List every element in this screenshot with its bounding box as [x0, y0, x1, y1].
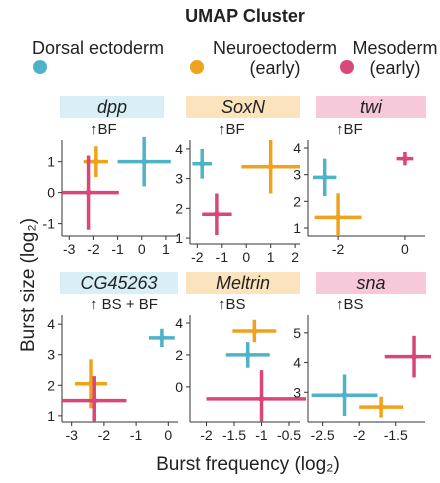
- y-tick-label: 3: [293, 384, 301, 400]
- y-tick-label: 1: [293, 220, 301, 236]
- point: [158, 334, 165, 341]
- x-tick-label: 0: [138, 241, 146, 257]
- annotation: ↑BS: [218, 296, 246, 313]
- x-tick-label: -2.5: [311, 427, 335, 443]
- point: [92, 158, 99, 165]
- annotation: ↑BF: [218, 121, 245, 138]
- point: [141, 158, 148, 165]
- panel-title: dpp: [97, 97, 127, 117]
- x-tick-label: -2: [87, 241, 100, 257]
- point: [341, 392, 348, 399]
- y-tick-label: 0: [175, 379, 183, 395]
- annotation: ↑BF: [90, 121, 117, 138]
- y-tick-label: 4: [175, 315, 183, 331]
- panel-title-bg: [60, 96, 164, 118]
- point: [321, 174, 328, 181]
- legend-marker: [33, 60, 47, 74]
- point: [267, 163, 274, 170]
- x-tick-label: -3: [63, 241, 76, 257]
- annotation: ↑ BS + BF: [90, 296, 158, 313]
- x-tick-label: -2: [332, 241, 345, 257]
- legend-title: UMAP Cluster: [185, 6, 305, 26]
- x-tick-label: 2: [291, 249, 299, 265]
- point: [258, 395, 265, 402]
- panel-title-bg: [60, 272, 178, 294]
- legend-label: Neuroectoderm (early): [212, 38, 338, 78]
- x-tick-label: -3: [65, 427, 78, 443]
- point: [244, 351, 251, 358]
- legend-label: Mesoderm (early): [352, 38, 438, 78]
- point: [378, 404, 385, 411]
- y-tick-label: 2: [47, 377, 55, 393]
- y-tick-label: 3: [47, 347, 55, 363]
- point: [401, 155, 408, 162]
- y-tick-label: 1: [47, 154, 55, 170]
- x-tick-label: 0: [401, 241, 409, 257]
- x-axis-label: Burst frequency (log₂): [156, 454, 340, 475]
- x-tick-label: -2: [353, 427, 366, 443]
- y-tick-label: 1: [175, 230, 183, 246]
- y-tick-label: 4: [293, 355, 301, 371]
- x-tick-label: 0: [164, 427, 172, 443]
- panel-title: twi: [360, 97, 383, 117]
- point: [213, 211, 220, 218]
- x-tick-label: -1: [255, 427, 268, 443]
- panel-title: Meltrin: [216, 273, 270, 293]
- x-tick-label: 0: [242, 249, 250, 265]
- x-tick-label: -1.5: [384, 427, 408, 443]
- point: [251, 327, 258, 334]
- x-tick-label: -1: [111, 241, 124, 257]
- x-tick-label: -2: [200, 427, 213, 443]
- point: [199, 160, 206, 167]
- y-tick-label: 2: [175, 200, 183, 216]
- y-tick-label: 1: [47, 408, 55, 424]
- y-tick-label: 3: [293, 167, 301, 183]
- x-tick-label: -2: [191, 249, 204, 265]
- x-tick-label: -2: [98, 427, 111, 443]
- panel-title-bg: [186, 272, 300, 294]
- panel-title: CG45263: [80, 273, 157, 293]
- panel-title: sna: [356, 273, 385, 293]
- legend-marker: [340, 60, 354, 74]
- legend-marker: [190, 60, 204, 74]
- point: [85, 189, 92, 196]
- y-tick-label: 4: [47, 316, 55, 332]
- x-tick-label: -1.5: [222, 427, 246, 443]
- y-tick-label: 2: [175, 347, 183, 363]
- panel-title-bg: [316, 272, 426, 294]
- point: [335, 214, 342, 221]
- point: [411, 353, 418, 360]
- y-tick-label: -1: [43, 216, 56, 232]
- y-tick-label: 5: [293, 325, 301, 341]
- x-tick-label: -1: [130, 427, 143, 443]
- x-tick-label: -0.5: [277, 427, 301, 443]
- x-tick-label: 1: [162, 241, 170, 257]
- y-tick-label: 4: [175, 141, 183, 157]
- annotation: ↑BS: [336, 296, 364, 313]
- y-tick-label: 4: [293, 140, 301, 156]
- x-tick-label: 1: [267, 249, 275, 265]
- y-tick-label: 3: [175, 171, 183, 187]
- panel-title: SoxN: [221, 97, 266, 117]
- panel-title-bg: [186, 96, 300, 118]
- panel-title-bg: [316, 96, 426, 118]
- x-tick-label: -1: [216, 249, 229, 265]
- y-tick-label: 2: [293, 193, 301, 209]
- legend-label: Dorsal ectoderm: [32, 38, 165, 58]
- point: [91, 397, 98, 404]
- y-axis-label: Burst size (log₂): [18, 218, 39, 352]
- annotation: ↑BF: [336, 121, 363, 138]
- y-tick-label: 0: [47, 185, 55, 201]
